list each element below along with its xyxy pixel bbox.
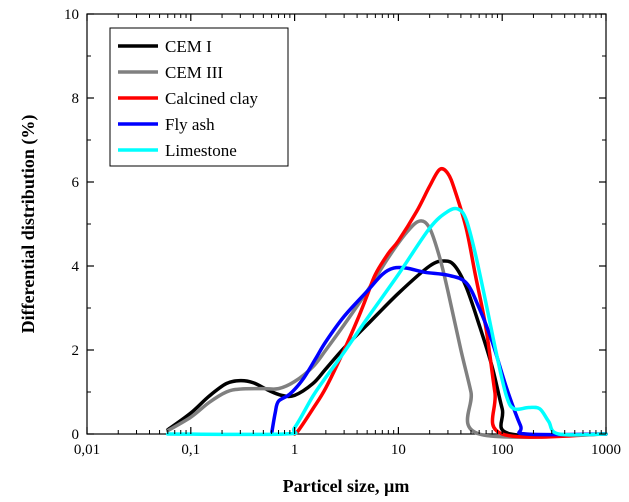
x-tick-label: 100 xyxy=(491,442,514,458)
plot-area xyxy=(86,13,608,439)
x-axis-title: Particel size, µm xyxy=(283,476,410,496)
series-layer xyxy=(166,166,608,439)
y-axis-title: Differential distribution (%) xyxy=(18,115,39,334)
legend-label-cem-iii: CEM III xyxy=(165,63,223,82)
series-line-fly-ash xyxy=(269,265,608,437)
y-tick-label: 0 xyxy=(72,427,80,443)
legend-label-calcined-clay: Calcined clay xyxy=(165,89,258,108)
y-tick-label: 2 xyxy=(72,343,80,359)
series-line-limestone xyxy=(166,206,608,437)
x-tick-label: 0,01 xyxy=(74,442,100,458)
y-tick-label: 4 xyxy=(72,259,80,275)
legend-label-fly-ash: Fly ash xyxy=(165,115,215,134)
legend-label-cem-i: CEM I xyxy=(165,37,212,56)
axes: 0,01 0,1 1 10 100 1000 0 2 4 6 8 10 xyxy=(64,7,621,458)
legend-label-limestone: Limestone xyxy=(165,141,237,160)
x-tick-label: 0,1 xyxy=(181,442,200,458)
y-tick-label: 6 xyxy=(72,175,80,191)
legend: CEM I CEM III Calcined clay Fly ash Limeston… xyxy=(109,27,289,167)
legend-items: CEM I CEM III Calcined clay Fly ash Limeston… xyxy=(118,37,258,160)
x-tick-label: 1000 xyxy=(591,442,621,458)
y-tick-label: 8 xyxy=(72,91,80,107)
x-tick-label: 1 xyxy=(291,442,299,458)
x-tick-label: 10 xyxy=(391,442,406,458)
y-tick-label: 10 xyxy=(64,7,79,23)
